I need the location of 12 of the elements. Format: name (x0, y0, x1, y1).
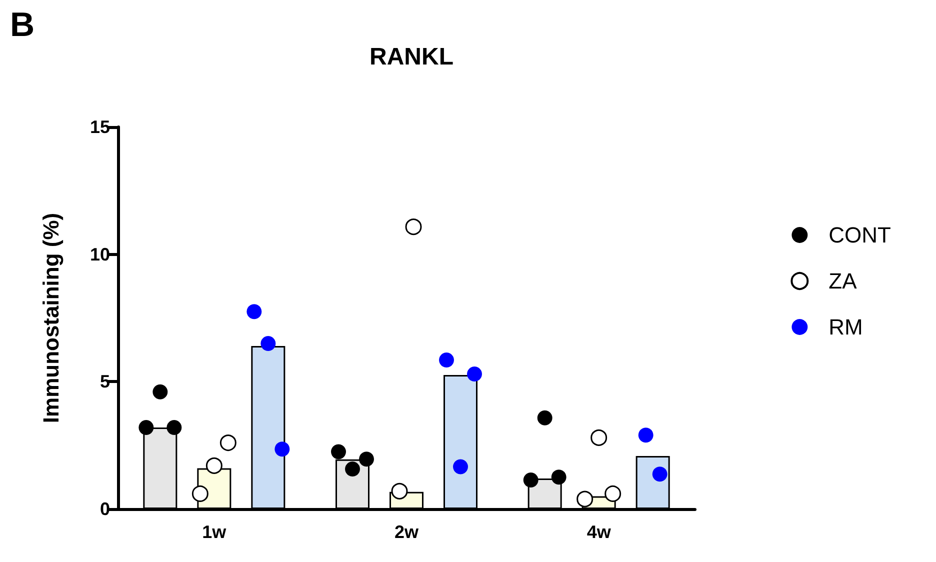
y-tick-label: 15 (90, 117, 110, 137)
x-tick-label: 4w (586, 522, 612, 542)
x-tick-label: 2w (394, 522, 420, 542)
y-tick-label: 5 (100, 372, 110, 392)
y-tick-label: 10 (90, 244, 110, 264)
legend-label: RM (828, 314, 863, 340)
y-axis-title: Immunostaining (%) (38, 212, 64, 424)
x-tick-label: 1w (202, 522, 228, 542)
text: B (10, 6, 35, 45)
legend-label: CONT (828, 222, 891, 248)
chart-title: RANKL (370, 44, 454, 70)
legend-label: ZA (828, 268, 858, 294)
